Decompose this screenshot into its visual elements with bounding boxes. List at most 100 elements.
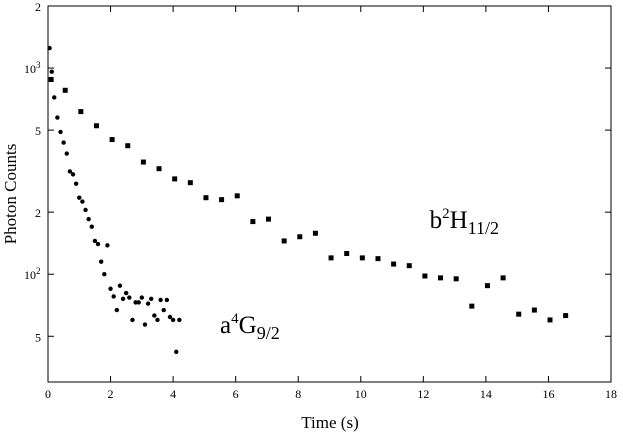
series-annotation: a4G9/2 — [220, 311, 280, 343]
data-point-circle — [61, 140, 66, 145]
data-point-circle — [95, 241, 101, 247]
data-point-square — [422, 273, 428, 279]
y-tick-label: 2 — [35, 0, 41, 14]
y-tick-label: 5 — [35, 330, 41, 344]
y-tick-label: 2 — [35, 206, 41, 220]
data-point-circle — [127, 295, 132, 300]
data-point-circle — [136, 300, 141, 305]
data-point-circle — [73, 181, 79, 186]
data-point-circle — [114, 307, 120, 313]
data-point-circle — [174, 349, 179, 355]
data-point-circle — [86, 216, 91, 222]
data-point-square — [484, 283, 490, 289]
y-axis-title: Photon Counts — [1, 144, 20, 245]
data-point-circle — [164, 297, 170, 303]
x-tick-label: 16 — [542, 387, 554, 401]
data-point-square — [219, 197, 225, 203]
data-point-square — [375, 256, 381, 262]
data-point-circle — [161, 307, 166, 313]
x-tick-label: 14 — [480, 387, 492, 401]
data-point-square — [48, 77, 54, 83]
data-point-square — [156, 166, 162, 172]
data-point-square — [359, 255, 365, 261]
data-point-circle — [105, 243, 110, 248]
data-point-circle — [83, 207, 88, 213]
data-point-circle — [70, 172, 76, 177]
data-point-square — [234, 193, 240, 199]
y-tick-label: 102 — [24, 266, 41, 282]
data-point-circle — [77, 195, 82, 200]
data-point-circle — [177, 317, 182, 323]
data-point-circle — [139, 295, 145, 300]
y-tick-label: 5 — [35, 124, 41, 138]
y-tick-label: 103 — [24, 60, 41, 76]
x-tick-label: 2 — [108, 387, 114, 401]
data-point-square — [469, 303, 475, 309]
data-point-square — [344, 251, 350, 257]
data-point-square — [312, 230, 318, 236]
data-point-circle — [133, 300, 138, 305]
data-point-square — [531, 307, 537, 313]
data-point-square — [250, 219, 256, 225]
data-point-square — [203, 195, 209, 201]
data-point-circle — [117, 283, 123, 288]
data-point-circle — [120, 296, 126, 301]
data-point-circle — [158, 297, 163, 303]
data-point-square — [78, 109, 84, 115]
data-point-circle — [52, 95, 57, 100]
data-point-circle — [108, 286, 113, 291]
x-tick-label: 8 — [295, 387, 301, 401]
data-point-square — [93, 123, 99, 129]
data-point-square — [500, 275, 506, 281]
data-point-square — [140, 159, 146, 165]
data-point-square — [453, 276, 459, 282]
data-point-square — [172, 176, 178, 182]
data-point-circle — [167, 314, 173, 320]
data-point-circle — [49, 69, 54, 74]
data-point-square — [391, 261, 397, 267]
data-point-square — [125, 143, 131, 149]
x-axis-title: Time (s) — [301, 413, 358, 432]
data-point-circle — [47, 45, 52, 51]
data-point-circle — [67, 169, 73, 174]
data-point-square — [438, 275, 444, 281]
data-point-circle — [149, 296, 154, 301]
x-tick-label: 0 — [45, 387, 51, 401]
x-tick-label: 6 — [233, 387, 239, 401]
x-tick-label: 18 — [605, 387, 617, 401]
x-tick-label: 4 — [170, 387, 176, 401]
data-point-circle — [80, 199, 85, 204]
data-point-circle — [142, 322, 148, 327]
data-point-circle — [55, 115, 60, 120]
data-point-circle — [64, 151, 69, 156]
data-point-circle — [170, 317, 176, 323]
data-point-circle — [152, 313, 157, 318]
data-point-circle — [102, 272, 107, 277]
data-marks — [47, 45, 569, 355]
data-point-square — [563, 313, 569, 319]
data-point-circle — [98, 259, 104, 264]
x-tick-label: 12 — [417, 387, 429, 401]
series-annotation: b2H11/2 — [430, 206, 499, 238]
data-point-circle — [89, 224, 94, 229]
plot-frame — [47, 5, 612, 383]
data-point-circle — [92, 238, 98, 244]
data-point-square — [297, 234, 303, 240]
data-point-square — [406, 263, 412, 269]
data-point-square — [187, 180, 193, 186]
data-point-circle — [58, 129, 63, 135]
data-point-square — [62, 87, 68, 93]
data-point-square — [547, 317, 553, 323]
data-point-square — [281, 238, 287, 244]
data-point-circle — [123, 290, 129, 296]
axis-ticks: 0 2 4 6 8 10 12 14 16 18 5 102 2 5 103 2 — [24, 0, 617, 401]
data-point-square — [266, 216, 272, 222]
data-point-square — [109, 137, 115, 143]
data-point-circle — [145, 301, 151, 306]
data-point-circle — [111, 294, 116, 299]
x-tick-label: 10 — [355, 387, 367, 401]
data-point-circle — [130, 317, 135, 323]
data-point-square — [516, 311, 522, 317]
data-point-circle — [155, 317, 160, 323]
